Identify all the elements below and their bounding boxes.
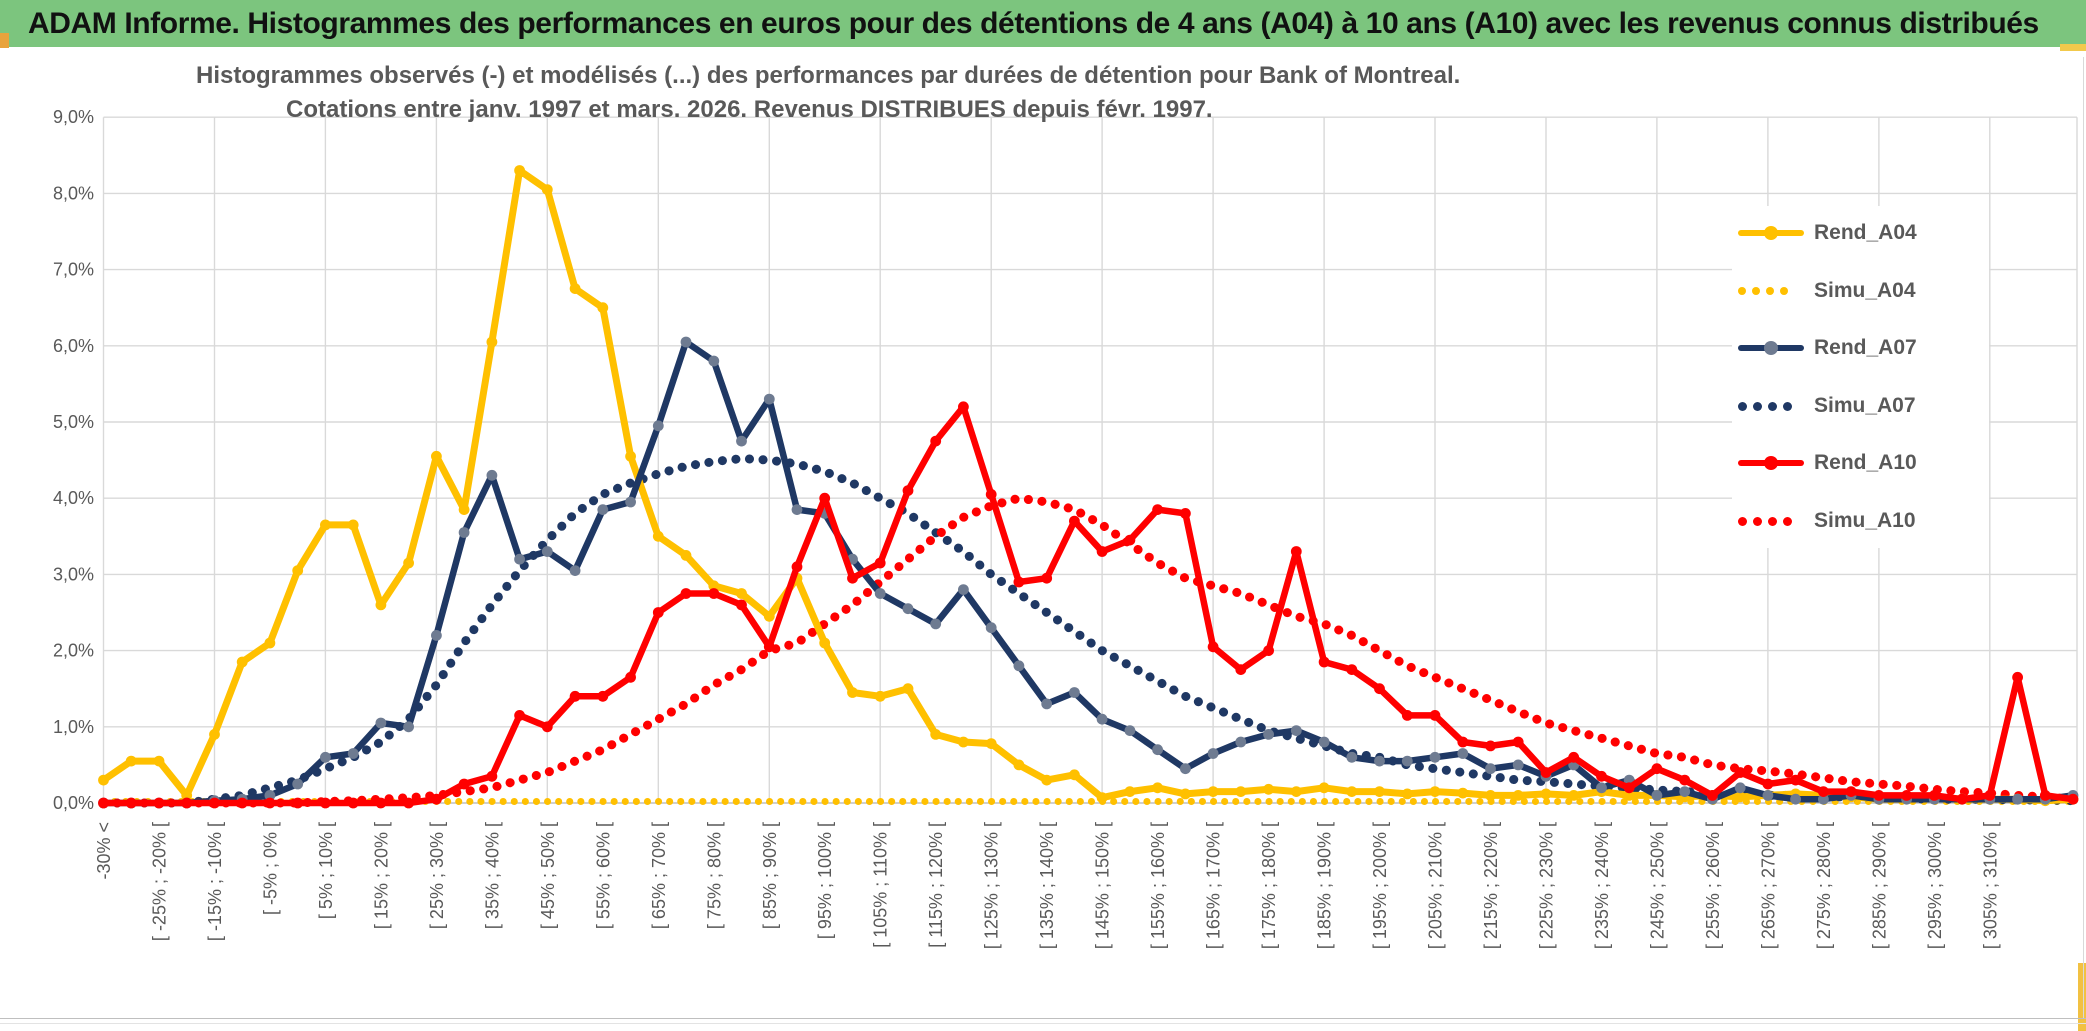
- legend-line-sample: [1738, 219, 1804, 247]
- legend-label: Rend_A10: [1814, 451, 1917, 474]
- svg-text:[ 285% ; 290% [: [ 285% ; 290% [: [1869, 822, 1889, 949]
- legend-label: Simu_A04: [1814, 279, 1916, 302]
- svg-text:[ 95% ; 100% [: [ 95% ; 100% [: [815, 822, 835, 939]
- svg-text:[ 75% ; 80% [: [ 75% ; 80% [: [704, 822, 724, 929]
- gold-accent-left: [0, 33, 9, 48]
- svg-text:[ 205% ; 210% [: [ 205% ; 210% [: [1426, 822, 1446, 949]
- gold-strip-bottom-right: [2078, 963, 2086, 1031]
- legend-dotted-sample: [1738, 507, 1804, 535]
- legend-line-sample: [1738, 334, 1804, 362]
- svg-text:-30% <: -30% <: [94, 822, 114, 880]
- legend-item-Simu_A07[interactable]: Simu_A07: [1738, 392, 1916, 420]
- sheet-bottom-border-2: [0, 1023, 2086, 1024]
- svg-text:[ 225% ; 230% [: [ 225% ; 230% [: [1537, 822, 1557, 949]
- svg-text:3,0%: 3,0%: [53, 564, 94, 584]
- svg-text:[ 235% ; 240% [: [ 235% ; 240% [: [1592, 822, 1612, 949]
- svg-text:[ -5% ; 0% [: [ -5% ; 0% [: [260, 822, 280, 915]
- svg-text:0,0%: 0,0%: [53, 793, 94, 813]
- svg-text:[ 115% ; 120% [: [ 115% ; 120% [: [926, 822, 946, 948]
- legend-item-Rend_A04[interactable]: Rend_A04: [1738, 219, 1917, 247]
- chart-legend-background: [1732, 206, 1989, 548]
- svg-text:[ 255% ; 260% [: [ 255% ; 260% [: [1703, 822, 1723, 949]
- legend-dotted-sample: [1738, 277, 1804, 305]
- workbook-title-bar: ADAM Informe. Histogrammes des performan…: [0, 0, 2086, 47]
- svg-text:1,0%: 1,0%: [53, 717, 94, 737]
- sheet-bottom-border: [0, 1018, 2086, 1019]
- svg-text:[ -25% ; -20% [: [ -25% ; -20% [: [150, 822, 170, 941]
- svg-text:2,0%: 2,0%: [53, 641, 94, 661]
- svg-text:5,0%: 5,0%: [53, 412, 94, 432]
- svg-text:[ 215% ; 220% [: [ 215% ; 220% [: [1481, 822, 1501, 949]
- svg-text:[ 145% ; 150% [: [ 145% ; 150% [: [1093, 822, 1113, 949]
- svg-text:[ -15% ; -10% [: [ -15% ; -10% [: [205, 822, 225, 941]
- chart-title-line1: Histogrammes observés (-) et modélisés (…: [196, 62, 1461, 89]
- workbook-title: ADAM Informe. Histogrammes des performan…: [28, 7, 2039, 40]
- legend-dotted-sample: [1738, 392, 1804, 420]
- gold-accent-right: [2060, 44, 2086, 51]
- svg-text:[ 305% ; 310% [: [ 305% ; 310% [: [1980, 822, 2000, 949]
- svg-text:[ 5% ; 10% [: [ 5% ; 10% [: [316, 822, 336, 919]
- chart-title-line2: Cotations entre janv. 1997 et mars. 2026…: [286, 96, 1213, 123]
- svg-text:[ 135% ; 140% [: [ 135% ; 140% [: [1037, 822, 1057, 949]
- svg-text:7,0%: 7,0%: [53, 260, 94, 280]
- legend-item-Rend_A10[interactable]: Rend_A10: [1738, 449, 1917, 477]
- legend-item-Rend_A07[interactable]: Rend_A07: [1738, 334, 1917, 362]
- svg-text:6,0%: 6,0%: [53, 336, 94, 356]
- svg-text:[ 35% ; 40% [: [ 35% ; 40% [: [482, 822, 502, 929]
- svg-text:[ 265% ; 270% [: [ 265% ; 270% [: [1758, 822, 1778, 949]
- svg-text:[ 85% ; 90% [: [ 85% ; 90% [: [760, 822, 780, 929]
- legend-item-Simu_A10[interactable]: Simu_A10: [1738, 507, 1916, 535]
- svg-text:[ 45% ; 50% [: [ 45% ; 50% [: [538, 822, 558, 929]
- legend-line-sample: [1738, 449, 1804, 477]
- svg-text:[ 105% ; 110% [: [ 105% ; 110% [: [871, 822, 891, 948]
- svg-text:[ 125% ; 130% [: [ 125% ; 130% [: [982, 822, 1002, 949]
- legend-label: Simu_A07: [1814, 394, 1916, 417]
- svg-text:[ 245% ; 250% [: [ 245% ; 250% [: [1647, 822, 1667, 949]
- sheet-right-border: [2083, 57, 2084, 1018]
- svg-text:[ 175% ; 180% [: [ 175% ; 180% [: [1259, 822, 1279, 949]
- svg-text:[ 185% ; 190% [: [ 185% ; 190% [: [1315, 822, 1335, 949]
- svg-text:[ 155% ; 160% [: [ 155% ; 160% [: [1148, 822, 1168, 949]
- legend-label: Rend_A04: [1814, 221, 1917, 244]
- svg-text:[ 25% ; 30% [: [ 25% ; 30% [: [427, 822, 447, 929]
- svg-text:4,0%: 4,0%: [53, 488, 94, 508]
- svg-text:[ 165% ; 170% [: [ 165% ; 170% [: [1204, 822, 1224, 949]
- legend-item-Simu_A04[interactable]: Simu_A04: [1738, 277, 1916, 305]
- svg-text:[ 65% ; 70% [: [ 65% ; 70% [: [649, 822, 669, 929]
- svg-text:[ 295% ; 300% [: [ 295% ; 300% [: [1925, 822, 1945, 949]
- svg-text:[ 15% ; 20% [: [ 15% ; 20% [: [371, 822, 391, 929]
- svg-text:[ 275% ; 280% [: [ 275% ; 280% [: [1814, 822, 1834, 949]
- svg-text:[ 55% ; 60% [: [ 55% ; 60% [: [593, 822, 613, 929]
- svg-text:8,0%: 8,0%: [53, 183, 94, 203]
- svg-text:[ 195% ; 200% [: [ 195% ; 200% [: [1370, 822, 1390, 949]
- legend-label: Rend_A07: [1814, 336, 1917, 359]
- svg-text:9,0%: 9,0%: [53, 107, 94, 127]
- legend-label: Simu_A10: [1814, 509, 1916, 532]
